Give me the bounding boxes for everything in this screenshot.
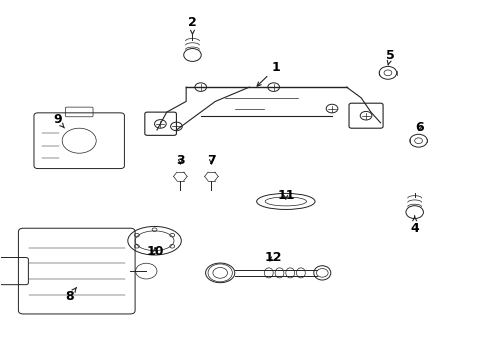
Text: 8: 8 xyxy=(65,287,77,303)
Text: 3: 3 xyxy=(176,154,184,167)
Text: 2: 2 xyxy=(188,16,197,35)
Text: 5: 5 xyxy=(385,49,394,65)
Text: 11: 11 xyxy=(277,189,294,202)
Text: 1: 1 xyxy=(257,61,280,86)
Text: 4: 4 xyxy=(409,216,418,235)
Text: 10: 10 xyxy=(146,245,164,258)
Text: 12: 12 xyxy=(264,251,282,264)
Text: 6: 6 xyxy=(414,121,423,134)
Text: 9: 9 xyxy=(53,113,64,128)
Text: 7: 7 xyxy=(206,154,215,167)
